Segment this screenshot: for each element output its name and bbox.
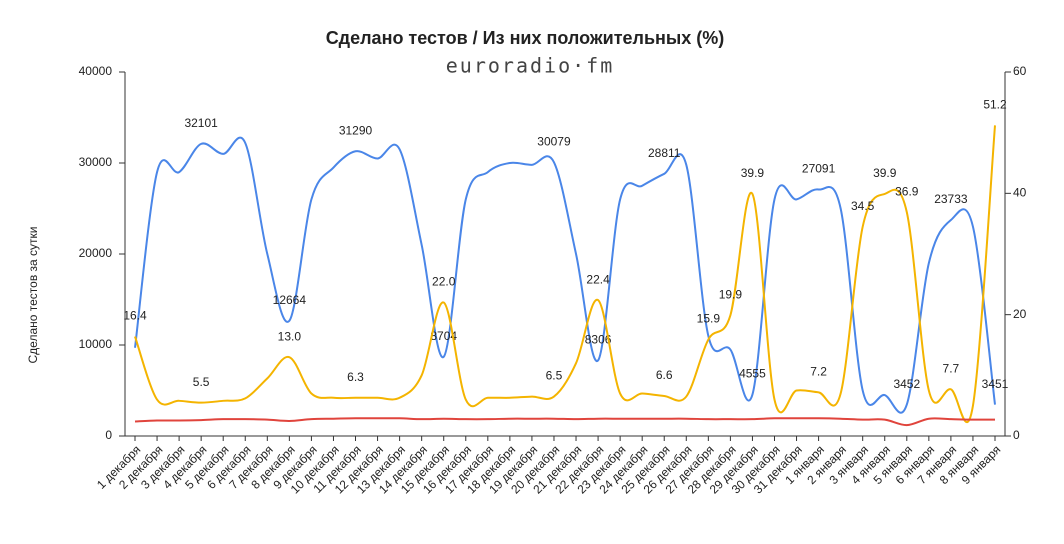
y-axis-label: Сделано тестов за сутки — [26, 227, 40, 364]
data-label: 6.6 — [656, 368, 673, 382]
data-label: 16.4 — [123, 309, 147, 323]
data-label: 23733 — [934, 192, 968, 206]
y2-tick-label: 40 — [1013, 186, 1027, 200]
data-label: 6.5 — [546, 369, 563, 383]
data-label: 3451 — [982, 377, 1009, 391]
data-label: 34.5 — [851, 199, 875, 213]
y2-tick-label: 0 — [1013, 428, 1020, 442]
data-label: 7.2 — [810, 364, 827, 378]
data-label: 8306 — [585, 333, 612, 347]
data-label: 28811 — [648, 146, 681, 160]
data-label: 6.3 — [347, 370, 364, 384]
y-tick-label: 40000 — [79, 64, 113, 78]
data-label: 39.9 — [873, 166, 897, 180]
data-label: 22.0 — [432, 275, 456, 289]
data-label: 32101 — [184, 116, 218, 130]
data-label: 27091 — [802, 162, 836, 176]
logo: euroradio·fm — [446, 54, 615, 78]
data-label: 13.0 — [278, 329, 302, 343]
data-label: 8704 — [430, 329, 457, 343]
data-label: 7.7 — [943, 361, 960, 375]
chart-title: Сделано тестов / Из них положительных (%… — [326, 28, 725, 48]
data-label: 31290 — [339, 123, 373, 137]
series-line — [134, 125, 996, 424]
data-label: 5.5 — [193, 375, 210, 389]
data-label: 39.9 — [741, 166, 765, 180]
data-label: 30079 — [537, 134, 571, 148]
y-tick-label: 20000 — [79, 246, 113, 260]
data-label: 22.4 — [586, 272, 610, 286]
y-tick-label: 0 — [105, 428, 112, 442]
data-label: 12664 — [273, 293, 307, 307]
data-label: 36.9 — [895, 184, 919, 198]
series-line — [134, 136, 996, 414]
y-tick-label: 10000 — [79, 337, 113, 351]
y2-tick-label: 20 — [1013, 307, 1027, 321]
series-line — [134, 417, 996, 427]
y-tick-label: 30000 — [79, 155, 113, 169]
data-label: 19.9 — [719, 287, 743, 301]
data-label: 4555 — [739, 367, 766, 381]
data-label: 15.9 — [697, 312, 721, 326]
data-label: 3452 — [893, 377, 920, 391]
y2-tick-label: 60 — [1013, 64, 1027, 78]
data-label: 51.2 — [983, 98, 1007, 112]
